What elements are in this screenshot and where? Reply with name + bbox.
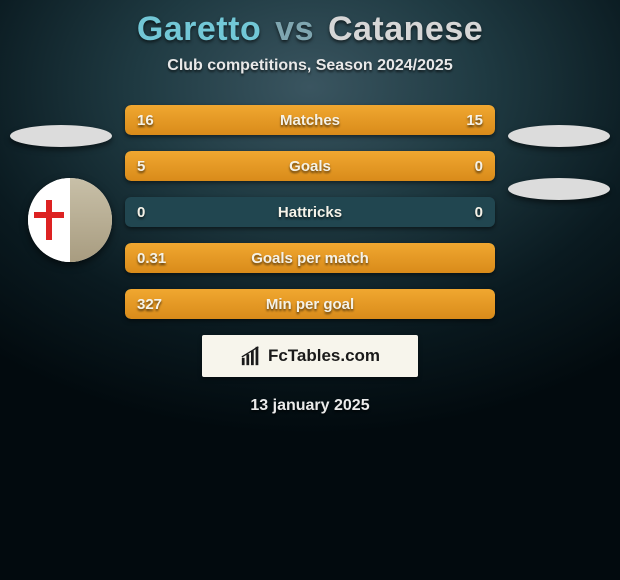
player1-top-placeholder <box>10 125 112 147</box>
player1-name: Garetto <box>137 10 261 48</box>
stat-bars: 1615Matches 50Goals 0 0Hattricks 0.31Goals p… <box>125 105 495 319</box>
comparison-card: Garetto vs Catanese Club competitions, S… <box>0 0 620 580</box>
watermark-text: FcTables.com <box>268 346 380 366</box>
club-badge-cross-icon <box>34 200 64 240</box>
stat-row: 1615Matches <box>125 105 495 135</box>
vs-text: vs <box>275 10 314 48</box>
stat-row: 50Goals <box>125 151 495 181</box>
stat-left-value: 0 <box>137 197 145 227</box>
stat-bar-left-fill <box>125 151 391 181</box>
stat-row: 0.31Goals per match <box>125 243 495 273</box>
player2-name: Catanese <box>328 10 483 48</box>
subtitle: Club competitions, Season 2024/2025 <box>0 57 620 75</box>
stat-bar-right-fill <box>391 151 495 181</box>
page-title: Garetto vs Catanese <box>0 10 620 49</box>
stat-label: Hattricks <box>125 197 495 227</box>
stat-right-value: 0 <box>475 197 483 227</box>
club-badge-left <box>28 178 70 262</box>
player2-club-placeholder <box>508 178 610 200</box>
stat-bar-left-fill <box>125 105 317 135</box>
stat-bar-left-fill <box>125 289 495 319</box>
stat-row: 0 0Hattricks <box>125 197 495 227</box>
stat-row: 327Min per goal <box>125 289 495 319</box>
stat-bar-left-fill <box>125 243 495 273</box>
player1-club-badge <box>28 178 112 262</box>
club-badge-right <box>70 178 112 262</box>
player2-top-placeholder <box>508 125 610 147</box>
date: 13 january 2025 <box>0 397 620 415</box>
stat-bar-right-fill <box>317 105 495 135</box>
chart-bars-icon <box>240 345 262 367</box>
watermark: FcTables.com <box>202 335 418 377</box>
